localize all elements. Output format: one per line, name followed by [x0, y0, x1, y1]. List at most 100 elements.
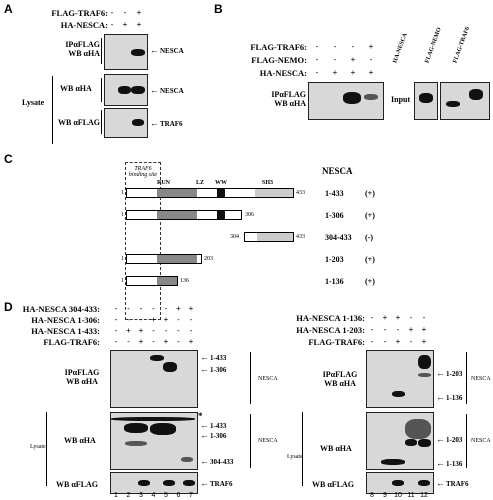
arrow-1-433: 1-433 — [200, 420, 226, 430]
blot-band — [418, 373, 431, 377]
panel-b-input-col-nemo: FLAG-NEMO — [424, 26, 443, 65]
sign: - — [370, 313, 374, 322]
panel-a-letter: A — [4, 2, 13, 16]
blot-band — [131, 49, 145, 56]
sign: - — [164, 304, 168, 313]
blot-band — [418, 439, 431, 447]
panel-d-left-ip-nesca: NESCA — [258, 376, 278, 382]
sign: + — [395, 313, 401, 322]
panel-d-right-wb-ha: WB αHA — [320, 444, 352, 453]
panel-b-ip-blot — [308, 82, 384, 120]
panel-d-left-lysate-flag-blot — [110, 472, 198, 494]
sign: - — [152, 326, 155, 335]
sign: + — [382, 313, 388, 322]
panel-a-lysate-flag-arrow: TRAF6 — [150, 118, 183, 128]
sign: + — [136, 20, 142, 29]
panel-a-wb-ha-label: WB αHA — [60, 84, 92, 93]
panel-c-title: NESCA — [322, 166, 353, 176]
sign: + — [368, 68, 374, 77]
blot-band — [418, 480, 430, 486]
sign: - — [139, 315, 143, 324]
lane-number: 1 — [114, 492, 118, 499]
blot-band — [163, 480, 175, 486]
sign: - — [177, 315, 180, 324]
sign: + — [176, 304, 181, 313]
sign: + — [188, 304, 194, 313]
blot-band — [343, 92, 361, 104]
construct-binding: (+) — [365, 255, 375, 264]
panel-d-right-lys-nesca: NESCA — [471, 438, 491, 444]
construct-binding: (-) — [365, 233, 373, 242]
lane-number: 8 — [370, 492, 374, 499]
sign: + — [122, 20, 128, 29]
sign: + — [136, 8, 142, 17]
blot-band — [392, 480, 404, 486]
sign: + — [421, 337, 427, 346]
sign: - — [369, 55, 373, 64]
sign: + — [151, 315, 156, 324]
construct-end: 203 — [204, 256, 213, 262]
construct-bar-1-203 — [126, 254, 202, 264]
sh3-domain — [255, 189, 293, 197]
arrow-1-203: 1-203 — [436, 368, 462, 378]
sign: - — [114, 304, 118, 313]
sign: - — [127, 304, 130, 313]
sign: - — [315, 55, 319, 64]
construct-binding: (+) — [365, 277, 375, 286]
sign: - — [409, 313, 413, 322]
construct-start: 1 — [121, 256, 124, 262]
panel-d-right-lysate-label: Lysate — [287, 454, 303, 460]
panel-d-left-lysate-ha-blot — [110, 412, 198, 470]
sign: - — [114, 337, 118, 346]
run-domain — [157, 189, 197, 197]
sign: - — [177, 326, 180, 335]
sign: + — [368, 42, 374, 51]
lane-number: 2 — [126, 492, 131, 499]
bracket-line — [101, 110, 102, 134]
construct-name: 1-203 — [325, 255, 344, 264]
sign: + — [408, 325, 414, 334]
arrow-1-306: 1-306 — [200, 430, 226, 440]
blot-band — [131, 86, 145, 94]
construct-binding: (+) — [365, 189, 375, 198]
sign: + — [350, 55, 356, 64]
lane-number: 6 — [176, 492, 181, 499]
panel-d-left-row-label: HA-NESCA 304-433: — [22, 304, 100, 314]
panel-d-right-ip-label: IPαFLAG WB αHA — [322, 370, 358, 388]
blot-band — [183, 480, 195, 486]
lysate-bracket — [52, 76, 53, 144]
panel-d-right-row-label: HA-NESCA 1-203: — [296, 325, 365, 335]
blot-band — [125, 441, 147, 446]
run-domain — [157, 211, 197, 219]
binding-site-label: TRAF6 binding site — [128, 166, 158, 178]
panel-d-left-row-label: HA-NESCA 1-433: — [31, 326, 100, 336]
construct-start: 1 — [121, 278, 124, 284]
panel-d-right-wb-flag: WB αFLAG — [312, 480, 355, 489]
arrow-traf6: TRAF6 — [436, 478, 469, 488]
run-domain — [157, 255, 197, 263]
domain-label-ww: WW — [215, 180, 227, 186]
panel-d-left-ip-label: IPαFLAG WB αHA — [64, 368, 100, 386]
blot-band — [381, 459, 405, 465]
sign: + — [163, 337, 169, 346]
sign: - — [315, 42, 319, 51]
panel-b-ip-label: IPαFLAG WB αHA — [271, 90, 306, 108]
arrow-1-203: 1-203 — [436, 434, 462, 444]
blot-band — [150, 423, 176, 435]
blot-band — [405, 439, 417, 446]
sign: + — [138, 326, 144, 335]
panel-a-ip-arrow: NESCA — [150, 45, 184, 55]
construct-bar-1-136 — [126, 276, 178, 286]
panel-d-left-row-label: HA-NESCA 1-306: — [31, 315, 100, 325]
blot-band — [132, 119, 144, 126]
binding-site-box — [125, 162, 161, 320]
arrow-304-433: 304-433 — [200, 456, 233, 466]
sign: - — [114, 326, 118, 335]
domain-label-sh3: SH3 — [262, 180, 274, 186]
sign: + — [350, 68, 356, 77]
lane-number: 9 — [383, 492, 387, 499]
arrow-1-136: 1-136 — [436, 458, 462, 468]
bracket-line — [250, 414, 251, 468]
lane-number: 7 — [189, 492, 193, 499]
bracket-line — [101, 78, 102, 102]
